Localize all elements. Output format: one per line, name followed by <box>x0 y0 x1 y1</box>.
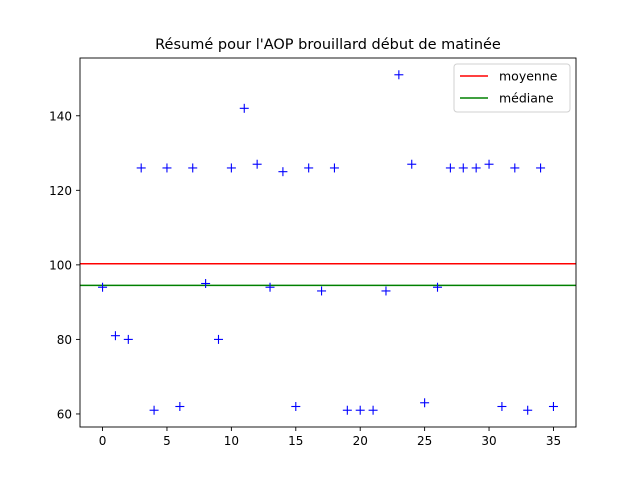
x-tick-label: 30 <box>481 434 496 448</box>
data-point <box>433 282 443 292</box>
data-point <box>471 163 481 173</box>
chart-title: Résumé pour l'AOP brouillard début de ma… <box>155 37 501 53</box>
data-point <box>394 70 404 80</box>
data-point <box>123 334 133 344</box>
data-point <box>523 405 533 415</box>
data-point <box>458 163 468 173</box>
data-point <box>149 405 159 415</box>
data-point <box>355 405 365 415</box>
x-tick-label: 25 <box>417 434 432 448</box>
x-tick-label: 20 <box>353 434 368 448</box>
data-point <box>304 163 314 173</box>
y-tick-label: 140 <box>49 109 72 123</box>
x-tick-label: 15 <box>288 434 303 448</box>
data-point <box>536 163 546 173</box>
data-point <box>420 398 430 408</box>
data-point <box>317 286 327 296</box>
data-point <box>98 282 108 292</box>
data-point <box>175 402 185 411</box>
data-point <box>226 163 236 173</box>
data-point <box>407 159 417 169</box>
data-point <box>510 163 520 173</box>
data-point <box>213 334 223 344</box>
x-tick-label: 5 <box>163 434 171 448</box>
data-point <box>188 163 198 173</box>
plot-area <box>80 70 576 415</box>
data-point <box>497 402 507 411</box>
y-tick-label: 100 <box>49 258 72 272</box>
data-point <box>239 103 249 113</box>
data-point <box>368 405 378 415</box>
data-point <box>484 159 494 169</box>
axes: 0 5 10 15 20 25 30 35 60 80 100 120 140 <box>49 57 577 448</box>
legend-label-moyenne: moyenne <box>499 69 558 84</box>
data-point <box>329 163 339 173</box>
data-point <box>201 279 211 288</box>
x-tick-label: 0 <box>99 434 107 448</box>
data-point <box>265 282 275 292</box>
data-point <box>548 402 558 411</box>
data-point <box>162 163 172 173</box>
axes-frame <box>79 57 577 428</box>
data-point <box>291 402 301 411</box>
y-tick-label: 80 <box>57 333 72 347</box>
x-tick-label: 35 <box>546 434 561 448</box>
data-point <box>342 405 352 415</box>
legend-label-mediane: médiane <box>499 91 554 106</box>
data-point <box>110 331 120 341</box>
data-point <box>381 286 391 296</box>
x-tick-label: 10 <box>224 434 239 448</box>
y-tick-label: 120 <box>49 184 72 198</box>
data-point <box>252 159 262 169</box>
data-point <box>445 163 455 173</box>
legend: moyenne médiane <box>453 63 571 113</box>
data-point <box>136 163 146 173</box>
y-tick-label: 60 <box>57 407 72 421</box>
data-point <box>278 167 288 177</box>
